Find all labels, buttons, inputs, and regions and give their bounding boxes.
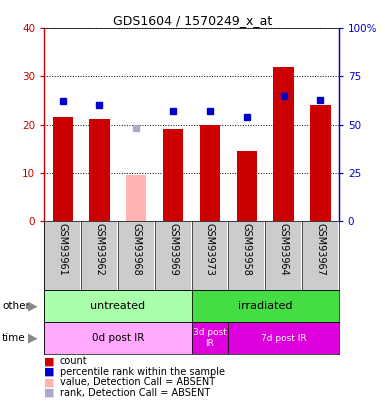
Text: ■: ■ xyxy=(44,377,55,387)
Bar xyxy=(44,290,192,322)
Text: GSM93969: GSM93969 xyxy=(168,223,178,275)
Text: ■: ■ xyxy=(44,356,55,366)
Text: ■: ■ xyxy=(44,388,55,398)
Bar xyxy=(273,67,294,221)
Bar xyxy=(163,129,183,221)
Bar xyxy=(89,119,110,221)
Bar xyxy=(228,322,339,354)
Text: GSM93967: GSM93967 xyxy=(315,223,325,276)
Bar xyxy=(192,290,339,322)
Bar xyxy=(126,175,146,221)
Text: 7d post IR: 7d post IR xyxy=(261,334,306,343)
Text: ■: ■ xyxy=(44,367,55,377)
Text: ▶: ▶ xyxy=(28,332,38,345)
Text: 0d post IR: 0d post IR xyxy=(92,333,144,343)
Bar xyxy=(192,322,228,354)
Bar xyxy=(200,125,220,221)
Text: 3d post
IR: 3d post IR xyxy=(193,328,227,348)
Text: GDS1604 / 1570249_x_at: GDS1604 / 1570249_x_at xyxy=(113,14,272,27)
Text: other: other xyxy=(2,301,30,311)
Text: ▶: ▶ xyxy=(28,299,38,312)
Bar xyxy=(237,151,257,221)
Text: irradiated: irradiated xyxy=(238,301,293,311)
Text: GSM93962: GSM93962 xyxy=(94,223,104,276)
Text: percentile rank within the sample: percentile rank within the sample xyxy=(60,367,225,377)
Text: time: time xyxy=(2,333,25,343)
Bar xyxy=(44,322,192,354)
Text: GSM93968: GSM93968 xyxy=(131,223,141,275)
Text: rank, Detection Call = ABSENT: rank, Detection Call = ABSENT xyxy=(60,388,210,398)
Text: GSM93973: GSM93973 xyxy=(205,223,215,276)
Text: GSM93964: GSM93964 xyxy=(279,223,289,275)
Bar xyxy=(53,117,73,221)
Text: value, Detection Call = ABSENT: value, Detection Call = ABSENT xyxy=(60,377,215,387)
Bar xyxy=(310,105,330,221)
Text: untreated: untreated xyxy=(90,301,146,311)
Text: GSM93961: GSM93961 xyxy=(58,223,68,275)
Text: GSM93958: GSM93958 xyxy=(242,223,252,276)
Text: count: count xyxy=(60,356,87,366)
